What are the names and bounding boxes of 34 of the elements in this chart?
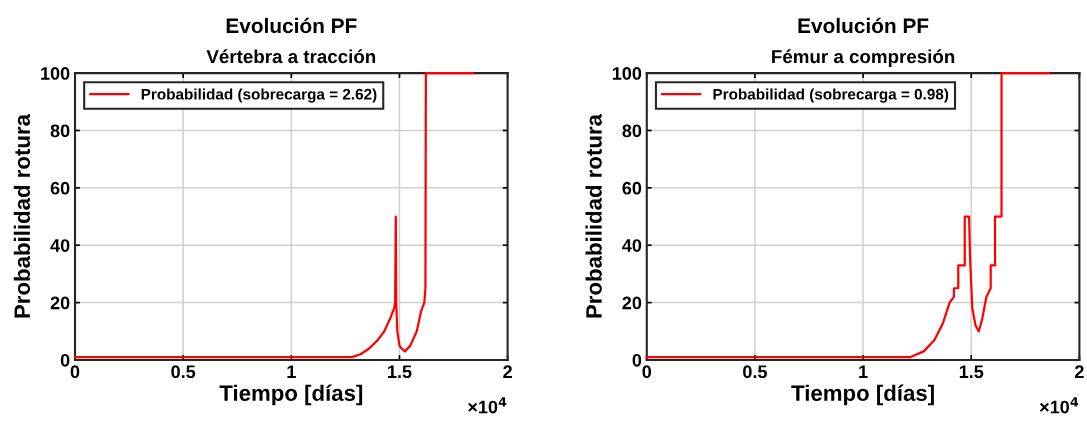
y-tick-label: 20 <box>622 296 642 310</box>
x-axis-title: Tiempo [días] <box>219 384 363 406</box>
y-tick-label: 40 <box>50 239 70 252</box>
y-tick-label: 100 <box>612 67 642 80</box>
x-tick-label: 1.5 <box>388 365 412 379</box>
y-tick-label: 0 <box>632 353 642 367</box>
y-tick-label: 40 <box>622 239 642 252</box>
chart-subtitle: Fémur a compresión <box>772 49 955 67</box>
y-tick-label: 100 <box>41 67 70 80</box>
text: ×10$^{4}$ <box>468 397 507 414</box>
text: ×10$^{4}$ <box>1039 397 1079 414</box>
legend-label: Probabilidad (sobrecarga = 0.98) <box>713 88 949 103</box>
x-tick-label: 0.5 <box>743 365 767 379</box>
x-tick-label: 0 <box>642 365 652 379</box>
chart-subtitle: Vértebra a tracción <box>206 49 376 64</box>
x-axis-title: Tiempo [días] <box>791 384 934 406</box>
x-tick-label: 1 <box>287 365 296 378</box>
legend-label: Probabilidad (sobrecarga = 2.62) <box>141 88 377 103</box>
y-tick-label: 60 <box>50 181 70 195</box>
y-tick-label: 80 <box>50 124 70 138</box>
x-tick-label: 1 <box>859 365 868 378</box>
y-tick-label: 60 <box>622 181 642 195</box>
chart-title: Evolución PF <box>798 17 929 34</box>
x-tick-label: 1.5 <box>959 365 984 379</box>
y-axis-title: Probabilidad rotura <box>13 113 31 318</box>
x-tick-label: 0.5 <box>171 365 196 379</box>
y-tick-label: 0 <box>60 353 70 367</box>
x-tick-label: 0 <box>70 365 80 379</box>
y-axis-title: Probabilidad rotura <box>585 113 602 318</box>
x-tick-label: 2 <box>1075 365 1084 378</box>
x-tick-label: 2 <box>503 365 512 378</box>
y-tick-label: 80 <box>622 124 642 138</box>
y-tick-label: 20 <box>50 296 70 310</box>
chart-title: Evolución PF <box>226 17 357 34</box>
